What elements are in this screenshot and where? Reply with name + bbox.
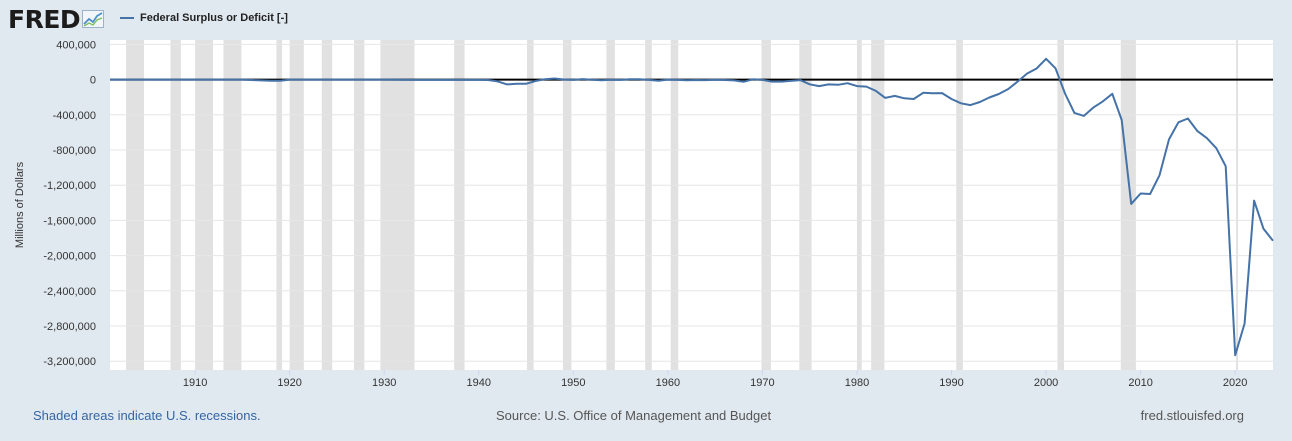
recession-band xyxy=(526,40,534,370)
fred-logo[interactable]: FRED xyxy=(8,4,105,34)
y-tick-label: 400,000 xyxy=(56,39,96,51)
recession-band xyxy=(380,40,415,370)
recession-note-link[interactable]: Shaded areas indicate U.S. recessions. xyxy=(33,408,261,423)
x-tick-label: 2020 xyxy=(1223,377,1247,389)
legend-label: Federal Surplus or Deficit [-] xyxy=(140,12,288,24)
y-tick-label: -1,200,000 xyxy=(43,180,96,192)
x-tick-label: 1960 xyxy=(656,377,680,389)
x-tick-label: 1990 xyxy=(939,377,963,389)
recession-band xyxy=(761,40,771,370)
recession-band xyxy=(645,40,652,370)
recession-band xyxy=(562,40,572,370)
y-tick-label: -1,600,000 xyxy=(43,215,96,227)
recession-band xyxy=(1120,40,1136,370)
x-tick-label: 1930 xyxy=(372,377,396,389)
recession-band xyxy=(321,40,333,370)
chart-line-icon xyxy=(82,10,105,28)
legend-swatch xyxy=(120,17,134,19)
y-tick-label: -2,800,000 xyxy=(43,321,96,333)
x-tick-label: 1920 xyxy=(277,377,301,389)
y-tick-label: -2,400,000 xyxy=(43,286,96,298)
x-tick-label: 2010 xyxy=(1128,377,1152,389)
recession-band xyxy=(956,40,963,370)
y-tick-label: -400,000 xyxy=(53,110,96,122)
recession-band xyxy=(1236,40,1239,370)
recession-band xyxy=(126,40,145,370)
recession-band xyxy=(799,40,812,370)
x-tick-label: 2000 xyxy=(1034,377,1058,389)
x-tick-label: 1910 xyxy=(183,377,207,389)
plot-area xyxy=(110,40,1273,370)
recession-band xyxy=(353,40,365,370)
y-tick-label: 0 xyxy=(90,75,96,87)
recession-band xyxy=(856,40,862,370)
recession-band xyxy=(223,40,242,370)
recession-band xyxy=(1057,40,1065,370)
x-tick-label: 1950 xyxy=(561,377,585,389)
recession-band xyxy=(606,40,615,370)
recession-band xyxy=(670,40,679,370)
recession-band xyxy=(276,40,283,370)
site-link[interactable]: fred.stlouisfed.org xyxy=(1140,408,1244,423)
source-note: Source: U.S. Office of Management and Bu… xyxy=(496,408,772,423)
chart: 400,000 0 -400,000 -800,000 -1,200,000 -1,600… xyxy=(14,39,1274,389)
recession-band xyxy=(195,40,214,370)
y-tick-label: -800,000 xyxy=(53,145,96,157)
y-tick-label: -2,000,000 xyxy=(43,251,96,263)
y-axis-label: Millions of Dollars xyxy=(14,161,26,248)
series-line xyxy=(110,57,1274,357)
recession-band xyxy=(871,40,885,370)
chart-legend: Federal Surplus or Deficit [-] xyxy=(120,12,288,24)
x-tick-label: 1970 xyxy=(750,377,774,389)
fred-logo-text: FRED xyxy=(8,4,81,34)
x-tick-label: 1980 xyxy=(845,377,869,389)
y-tick-label: -3,200,000 xyxy=(43,356,96,368)
recession-band xyxy=(454,40,465,370)
recession-band xyxy=(170,40,181,370)
recession-band xyxy=(289,40,304,370)
x-tick-label: 1940 xyxy=(467,377,491,389)
